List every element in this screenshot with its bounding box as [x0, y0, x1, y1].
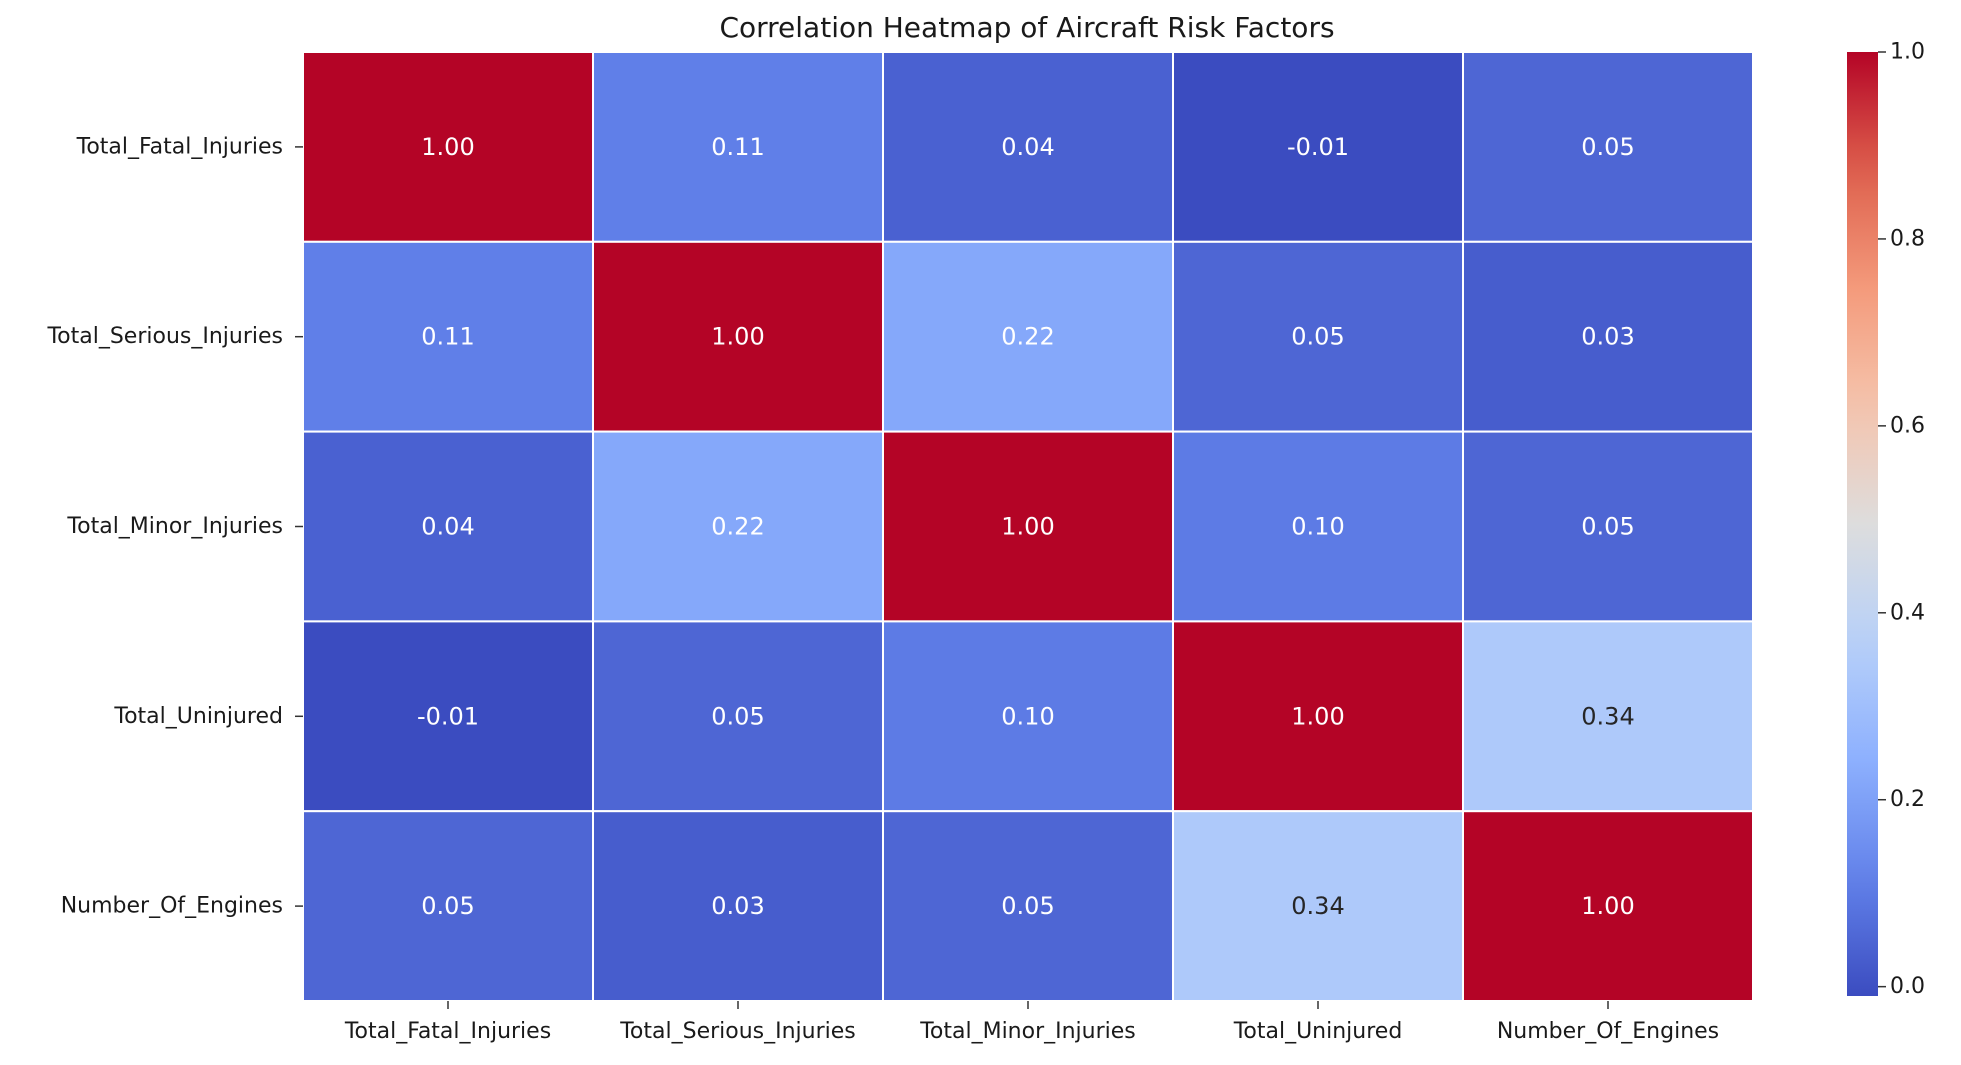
heatmap-cell-value-4-2: 0.05	[1001, 892, 1054, 920]
colorbar-tick-label: 0.2	[1890, 787, 1925, 812]
x-tick-label: Total_Uninjured	[1233, 1019, 1403, 1044]
heatmap-cell-4-2	[882, 810, 1174, 1003]
y-tick-label: Total_Serious_Injuries	[46, 324, 283, 349]
heatmap-cell-2-4	[1462, 430, 1754, 623]
heatmap-cell-1-2	[882, 240, 1174, 433]
x-axis: Total_Fatal_Injuries Total_Serious_Injuri…	[344, 1001, 1719, 1044]
heatmap-cell-4-4	[1462, 810, 1754, 1003]
heatmap-cell-value-4-0: 0.05	[421, 892, 474, 920]
heatmap-cell-0-2	[882, 51, 1174, 243]
heatmap-cell-value-3-4: 0.34	[1581, 702, 1634, 730]
heatmap-cell-value-3-2: 0.10	[1001, 702, 1054, 730]
heatmap-cell-2-1	[592, 430, 884, 623]
heatmap-cell-value-2-4: 0.05	[1581, 513, 1634, 541]
heatmap-cell-3-2	[882, 620, 1174, 813]
heatmap-cell-value-4-3: 0.34	[1291, 892, 1344, 920]
heatmap-cell-value-2-3: 0.10	[1291, 513, 1344, 541]
y-tick-label: Total_Uninjured	[113, 704, 283, 729]
heatmap-cell-1-4	[1462, 240, 1754, 433]
heatmap-cell-value-1-3: 0.05	[1291, 323, 1344, 351]
heatmap-cell-value-1-0: 0.11	[421, 323, 474, 351]
heatmap-cell-4-0	[302, 810, 594, 1003]
colorbar-tick-label: 0.0	[1890, 974, 1925, 999]
heatmap-cell-3-4	[1462, 620, 1754, 813]
colorbar-tick-label: 0.8	[1890, 226, 1925, 251]
heatmap-cell-value-2-2: 1.00	[1001, 513, 1054, 541]
colorbar-gradient	[1847, 52, 1878, 996]
heatmap-cell-1-0	[302, 240, 594, 433]
heatmap-cell-2-3	[1172, 430, 1464, 623]
x-tick-label: Total_Minor_Injuries	[919, 1019, 1136, 1044]
heatmap-cell-value-0-0: 1.00	[421, 133, 474, 161]
heatmap-cell-labels: 1.00 0.11 0.04 -0.01 0.05 0.11 1.00 0.22 0.05 0.0…	[417, 133, 1635, 920]
y-tick-label: Total_Minor_Injuries	[66, 514, 283, 539]
y-axis: Total_Fatal_Injuries Total_Serious_Injuri…	[46, 134, 303, 919]
heatmap-cell-value-1-2: 0.22	[1001, 323, 1054, 351]
heatmap-cell-value-3-1: 0.05	[711, 702, 764, 730]
heatmap-cell-value-0-2: 0.04	[1001, 133, 1054, 161]
heatmap-cell-3-3	[1172, 620, 1464, 813]
heatmap-cell-value-1-1: 1.00	[711, 323, 764, 351]
heatmap-cell-2-2	[882, 430, 1174, 623]
colorbar-tick-label: 1.0	[1890, 40, 1925, 65]
heatmap-cell-4-1	[592, 810, 884, 1003]
heatmap-cell-value-0-4: 0.05	[1581, 133, 1634, 161]
heatmap-cell-value-3-3: 1.00	[1291, 702, 1344, 730]
x-tick-label: Total_Fatal_Injuries	[344, 1019, 551, 1044]
heatmap-cell-value-2-1: 0.22	[711, 513, 764, 541]
y-tick-label: Number_Of_Engines	[61, 894, 283, 919]
heatmap-cell-value-0-1: 0.11	[711, 133, 764, 161]
heatmap-cell-value-0-3: -0.01	[1287, 133, 1349, 161]
heatmap-cell-0-4	[1462, 51, 1754, 243]
x-tick-label: Number_Of_Engines	[1497, 1019, 1719, 1044]
heatmap-cell-value-3-0: -0.01	[417, 702, 479, 730]
y-tick-label: Total_Fatal_Injuries	[76, 134, 283, 159]
heatmap-cell-value-4-1: 0.03	[711, 892, 764, 920]
heatmap-cell-0-3	[1172, 51, 1464, 243]
x-tick-label: Total_Serious_Injuries	[619, 1019, 856, 1044]
heatmap-cell-3-1	[592, 620, 884, 813]
heatmap-cell-value-4-4: 1.00	[1581, 892, 1634, 920]
colorbar: 0.0 0.2 0.4 0.6 0.8 1.0	[1847, 40, 1925, 999]
heatmap-cell-0-0	[302, 51, 594, 243]
colorbar-tick-label: 0.4	[1890, 600, 1925, 625]
heatmap-cell-value-1-4: 0.03	[1581, 323, 1634, 351]
heatmap-cells	[302, 51, 1754, 1003]
heatmap-cell-value-2-0: 0.04	[421, 513, 474, 541]
colorbar-tick-label: 0.6	[1890, 413, 1925, 438]
heatmap-cell-0-1	[592, 51, 884, 243]
chart-title: Correlation Heatmap of Aircraft Risk Fac…	[719, 11, 1334, 44]
